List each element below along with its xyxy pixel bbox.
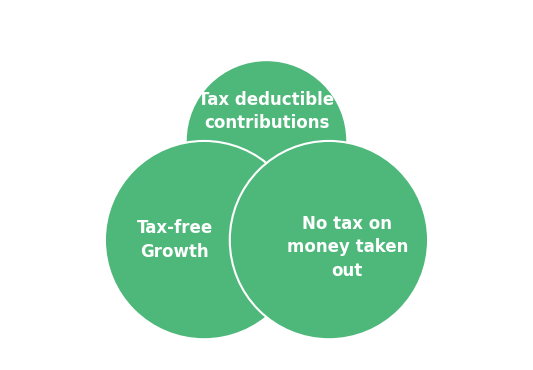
Circle shape [105,141,303,339]
Text: Tax-free
Growth: Tax-free Growth [136,219,213,261]
Text: No tax on
money taken
out: No tax on money taken out [287,215,408,280]
Circle shape [185,60,348,222]
Text: Tax deductible
contributions: Tax deductible contributions [198,91,335,132]
Circle shape [230,141,428,339]
